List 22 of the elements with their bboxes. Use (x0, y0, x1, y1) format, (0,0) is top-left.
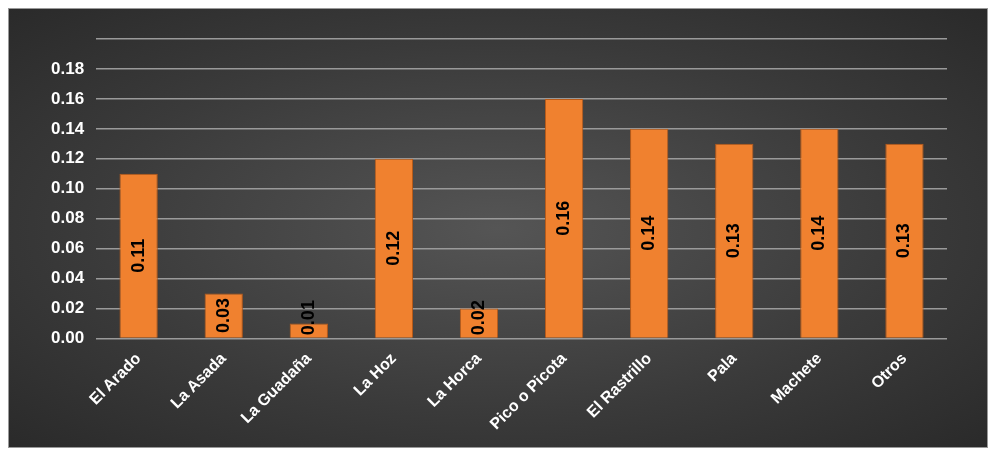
y-tick-label: 0.18 (50, 58, 85, 78)
data-label: 0.01 (297, 300, 318, 336)
y-tick-label: 0.02 (50, 298, 85, 318)
x-tick-label: Pala (704, 349, 740, 385)
y-tick-label: 0.06 (50, 238, 85, 258)
data-label: 0.12 (382, 230, 403, 266)
y-tick-label: 0.04 (50, 268, 85, 288)
y-tick-label: 0.08 (50, 208, 85, 228)
data-label: 0.03 (212, 298, 233, 334)
data-label: 0.14 (808, 215, 829, 251)
x-tick-label: La Hoz (350, 349, 400, 399)
y-tick-label: 0.10 (50, 178, 85, 198)
data-label: 0.16 (553, 200, 574, 236)
y-tick-label: 0.00 (50, 328, 85, 348)
y-tick-label: 0.14 (50, 118, 85, 138)
data-label: 0.11 (127, 238, 148, 273)
data-label: 0.13 (723, 223, 744, 259)
data-label: 0.02 (467, 300, 488, 336)
data-label: 0.13 (893, 223, 914, 259)
data-label: 0.14 (638, 215, 659, 251)
y-tick-label: 0.12 (50, 148, 85, 168)
y-tick-label: 0.16 (50, 88, 85, 108)
